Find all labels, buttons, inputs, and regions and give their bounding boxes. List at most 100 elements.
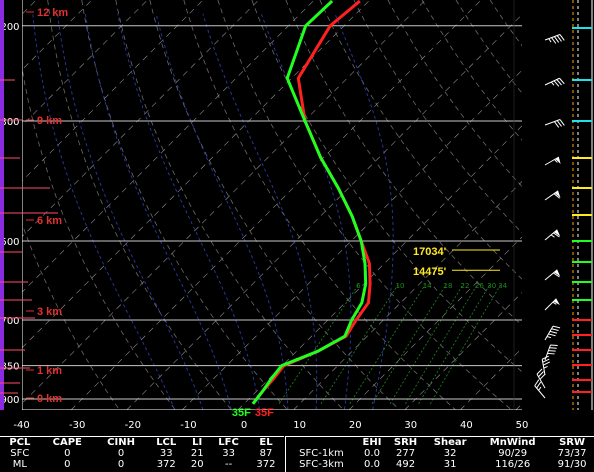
x-tick-label: 30 xyxy=(404,420,417,431)
isotherm xyxy=(22,0,204,182)
table-cell: ML xyxy=(12,459,27,470)
table-cell: 492 xyxy=(396,459,416,470)
isotherm xyxy=(22,0,93,71)
mixing-ratio-label: 26 xyxy=(475,282,484,290)
table-cell: 0 xyxy=(117,459,125,470)
table-cell: 0 xyxy=(64,448,71,459)
surface-dewpoint-label: 35F xyxy=(232,407,251,419)
barb-feather xyxy=(542,355,549,360)
wind-barb xyxy=(544,77,565,87)
isotherm xyxy=(22,0,371,349)
barb-half-feather xyxy=(552,301,557,305)
mixing-ratio-line xyxy=(429,283,502,405)
barb-half-feather xyxy=(543,365,548,369)
barb-feather xyxy=(559,34,565,41)
table-cell: 20 xyxy=(190,459,204,470)
height-label: 9 km xyxy=(37,115,62,127)
x-tick-label: -30 xyxy=(69,420,85,431)
wind-barb xyxy=(544,269,561,281)
isotherm xyxy=(126,14,522,410)
table-cell: 90/29 xyxy=(498,448,528,459)
pressure-label: 850 xyxy=(0,362,19,373)
annotation-label: 14475' xyxy=(413,266,447,278)
left-color-bar xyxy=(0,0,4,410)
temperature-line xyxy=(251,0,372,405)
barb-feather xyxy=(556,120,562,127)
barb-feather xyxy=(549,347,557,349)
barb-half-feather xyxy=(554,159,558,163)
barb-pennant xyxy=(555,157,561,165)
barb-feather xyxy=(559,119,565,126)
table-cell: SFC-3km xyxy=(299,459,344,470)
table-header: LCL xyxy=(156,437,177,448)
barb-half-feather xyxy=(550,234,555,238)
isotherm xyxy=(182,69,522,410)
table-cell: 91/30 xyxy=(557,459,587,470)
dry-adiabat xyxy=(421,0,522,141)
mixing-ratio-label: 6 xyxy=(356,282,361,290)
table-row: ML 0 0 372 20 -- 372 xyxy=(0,459,284,470)
wind-barb xyxy=(541,355,551,376)
barb-shaft xyxy=(544,229,558,241)
barb-feather xyxy=(548,333,556,337)
table-header: PCL xyxy=(9,437,31,448)
table-cell: 277 xyxy=(396,448,416,459)
isotherm xyxy=(22,0,259,238)
shear-table: EHI SRH Shear MnWind SRW SFC-1km 0.0 277… xyxy=(285,436,594,472)
table-row: SFC-3km 0.0 492 31 116/26 91/30 xyxy=(286,459,594,470)
x-tick-label: -10 xyxy=(180,420,196,431)
wind-barb xyxy=(544,325,561,341)
mixing-ratio-label: 10 xyxy=(396,282,405,290)
dry-adiabat xyxy=(319,0,522,280)
x-tick-label: -40 xyxy=(13,420,29,431)
dry-adiabat xyxy=(22,222,120,410)
mixing-ratio-line xyxy=(278,283,360,405)
table-header: SRH xyxy=(393,437,418,448)
isotherm xyxy=(22,0,37,15)
barb-half-feather xyxy=(548,38,552,43)
barb-feather xyxy=(547,352,555,355)
mixing-ratio-line xyxy=(405,283,479,405)
table-header: EL xyxy=(259,437,273,448)
table-cell: 21 xyxy=(190,448,204,459)
wind-barb xyxy=(544,156,561,166)
isotherm xyxy=(70,0,482,410)
table-header: CAPE xyxy=(52,437,82,448)
moist-adiabat xyxy=(334,13,394,410)
barb-feather xyxy=(556,35,562,42)
wind-barb xyxy=(544,119,565,128)
mixing-ratio-line xyxy=(389,283,464,405)
barb-feather xyxy=(553,272,560,278)
barb-feather xyxy=(553,121,560,128)
right-side-panels xyxy=(0,0,593,410)
chart-labels: 6 10 14 18 22 26 30 34-40 -30 -20 -10 0 10 20 30 40 5020… xyxy=(0,7,528,431)
table-cell: 0.0 xyxy=(364,448,380,459)
table-cell: 0 xyxy=(64,459,71,470)
annotation-label: 17034' xyxy=(413,246,447,258)
isotherm xyxy=(237,125,522,410)
table-header: MnWind xyxy=(489,437,536,448)
barb-shaft xyxy=(544,325,554,341)
barb-shaft xyxy=(544,298,557,311)
height-label: 12 km xyxy=(37,7,68,19)
barb-pennant xyxy=(554,229,561,237)
barb-feather xyxy=(556,79,562,86)
pressure-label: 700 xyxy=(0,316,19,327)
x-tick-label: 10 xyxy=(293,420,306,431)
dry-adiabat xyxy=(47,0,232,410)
dewpoint-line xyxy=(251,0,368,405)
chart-grid xyxy=(22,0,594,410)
x-tick-label: 0 xyxy=(241,420,247,431)
dry-adiabat xyxy=(81,0,288,410)
wind-barb xyxy=(544,298,560,311)
dry-adiabat xyxy=(524,0,594,410)
mixing-ratio-label: 22 xyxy=(461,282,470,290)
mixing-ratio-line xyxy=(349,283,427,405)
isotherm xyxy=(293,181,522,410)
height-label: 0 km xyxy=(37,393,62,405)
isotherm xyxy=(404,292,522,410)
table-cell: 372 xyxy=(156,459,176,470)
x-tick-label: 20 xyxy=(349,420,362,431)
barb-feather xyxy=(553,193,560,199)
sounding-profiles xyxy=(251,0,372,405)
